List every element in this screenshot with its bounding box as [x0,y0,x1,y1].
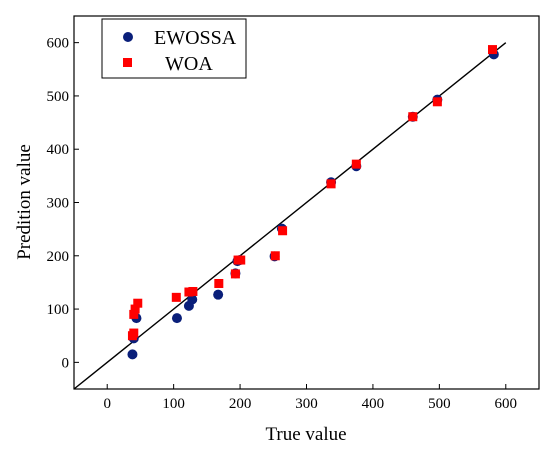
reference-line [73,42,507,390]
x-tick-label: 300 [295,396,318,412]
point-woa [129,309,139,319]
reference-line-layer [73,42,507,390]
point-woa [188,286,198,296]
point-woa [130,304,140,314]
point-woa [488,45,497,55]
x-tick-label: 100 [162,396,185,412]
point-woa [408,112,418,122]
point-ewossa [213,289,224,300]
x-tick-label: 400 [362,396,385,412]
x-axis: 0 100 200 300 400 500 600 [103,384,517,412]
point-ewossa [127,349,138,360]
point-woa [236,255,246,265]
legend-marker-ewossa [123,32,133,42]
x-axis-title: True value [265,424,346,445]
y-tick-label: 0 [62,355,70,371]
point-woa [129,328,139,338]
y-axis-title: Predition value [14,144,35,260]
legend-label-ewossa: EWOSSA [154,27,237,49]
point-ewossa [171,313,182,324]
y-tick-label: 300 [47,196,70,212]
legend-label-woa: WOA [165,53,213,75]
data-points [127,45,499,360]
y-tick-label: 500 [47,89,70,105]
legend: EWOSSA WOA [101,18,247,79]
y-tick-label: 100 [47,302,70,318]
point-woa [230,269,240,279]
x-tick-label: 200 [229,396,252,412]
y-tick-label: 600 [47,36,70,52]
point-ewossa [187,294,198,305]
x-tick-label: 600 [495,396,518,412]
x-tick-label: 0 [103,396,111,412]
y-tick-label: 200 [47,249,70,265]
legend-marker-woa [123,58,132,67]
y-axis: 0 100 200 300 400 500 600 [47,36,79,371]
point-woa [326,179,336,189]
y-tick-label: 400 [47,142,70,158]
x-tick-label: 500 [428,396,451,412]
point-woa [270,251,280,261]
point-woa [171,292,181,302]
point-woa [214,278,224,288]
point-woa [432,97,442,107]
legend-box [101,18,247,79]
point-woa [278,226,288,236]
point-woa [351,159,361,169]
point-woa [133,298,143,308]
